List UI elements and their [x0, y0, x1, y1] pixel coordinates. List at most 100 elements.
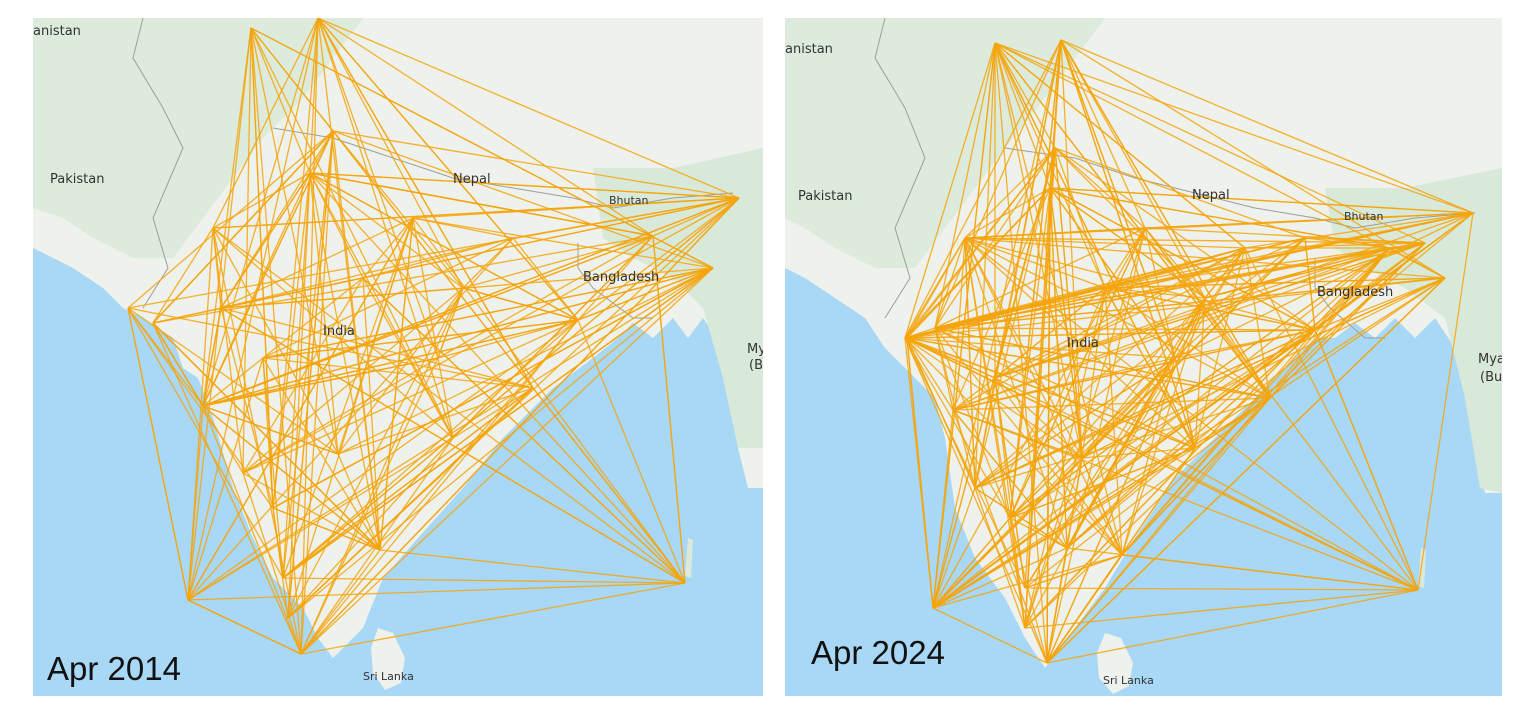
route-line	[309, 172, 579, 321]
route-line	[412, 217, 714, 269]
route-line	[212, 227, 302, 655]
route-line	[904, 237, 966, 339]
route-line	[287, 130, 334, 619]
route-line	[1066, 329, 1316, 549]
map-panel-2014: anistan Pakistan Nepal Bhutan Bangladesh…	[33, 18, 763, 696]
route-line	[317, 18, 439, 359]
route-line	[577, 267, 714, 321]
route-line	[932, 227, 1146, 609]
label-srilanka: Sri Lanka	[1103, 674, 1154, 687]
route-line	[1066, 297, 1206, 549]
route-line	[932, 457, 1083, 609]
route-line	[412, 217, 439, 359]
route-line	[1024, 554, 1123, 589]
route-line	[1081, 457, 1123, 556]
route-line	[1121, 554, 1419, 591]
route-line	[452, 387, 534, 439]
route-line	[932, 357, 1176, 609]
route-line	[1054, 147, 1316, 331]
route-line	[1144, 227, 1176, 359]
route-line	[964, 237, 1106, 289]
route-line	[974, 147, 1056, 489]
route-line	[317, 18, 579, 321]
route-line	[932, 397, 1271, 609]
route-line	[332, 130, 381, 551]
route-line	[202, 405, 302, 655]
route-line	[250, 27, 454, 439]
route-line	[317, 18, 464, 289]
route-line	[250, 27, 339, 455]
route-line	[1024, 247, 1391, 629]
route-line	[1046, 297, 1206, 664]
map-panel-2024: anistan Pakistan Nepal Bhutan Bangladesh…	[785, 18, 1502, 696]
route-line	[1060, 39, 1083, 459]
route-line	[994, 237, 1306, 379]
route-line	[934, 327, 1316, 331]
route-line	[994, 42, 1426, 244]
route-line	[952, 409, 1083, 459]
route-line	[309, 172, 364, 279]
route-line	[1046, 547, 1068, 664]
route-line	[412, 217, 514, 239]
route-line	[904, 337, 1271, 399]
route-line	[437, 357, 454, 439]
route-line	[906, 242, 1426, 339]
route-line	[272, 507, 381, 551]
route-line	[287, 267, 714, 619]
route-line	[212, 197, 740, 229]
route-line	[994, 212, 1474, 379]
route-line	[906, 147, 1056, 339]
route-line	[904, 42, 996, 339]
route-line	[1009, 287, 1106, 519]
route-line	[282, 387, 534, 579]
route-line	[964, 237, 1419, 591]
route-line	[1060, 39, 1474, 214]
route-line	[379, 319, 579, 551]
route-line	[1389, 247, 1446, 279]
route-line	[952, 247, 1246, 411]
route-line	[952, 187, 1051, 411]
route-line	[212, 227, 222, 309]
route-line	[1121, 397, 1271, 556]
route-line	[1104, 287, 1271, 399]
route-line	[904, 337, 1196, 449]
route-line	[934, 242, 1426, 329]
route-line	[362, 217, 414, 279]
route-line	[934, 39, 1062, 329]
route-line	[250, 27, 714, 269]
route-line	[994, 377, 1026, 629]
route-line	[250, 27, 274, 509]
route-line	[994, 42, 1271, 399]
route-line	[652, 197, 740, 237]
route-line	[300, 582, 686, 655]
route-line	[964, 237, 1083, 459]
route-line	[309, 172, 740, 199]
highland-region	[785, 18, 1105, 268]
route-line	[1204, 297, 1271, 399]
route-line	[932, 487, 976, 609]
route-line	[1049, 187, 1474, 214]
route-line	[202, 277, 364, 407]
route-line	[1174, 237, 1306, 359]
route-line	[362, 277, 686, 584]
route-line	[187, 599, 302, 655]
route-line	[437, 287, 464, 359]
route-line	[964, 237, 1123, 556]
route-line	[904, 187, 1051, 339]
route-line	[952, 357, 1176, 411]
route-line	[262, 267, 714, 359]
route-network-2014	[127, 18, 740, 655]
route-line	[127, 130, 334, 309]
route-line	[932, 147, 1056, 609]
route-line	[152, 322, 381, 551]
route-line	[1081, 287, 1106, 459]
label-nepal: Nepal	[1192, 188, 1230, 203]
route-line	[1194, 297, 1206, 449]
route-line	[220, 217, 414, 309]
route-line	[1024, 287, 1106, 629]
route-line	[952, 409, 1419, 591]
route-line	[1204, 242, 1426, 299]
route-line	[212, 227, 686, 584]
route-line	[1046, 589, 1419, 664]
route-line	[994, 42, 1196, 449]
